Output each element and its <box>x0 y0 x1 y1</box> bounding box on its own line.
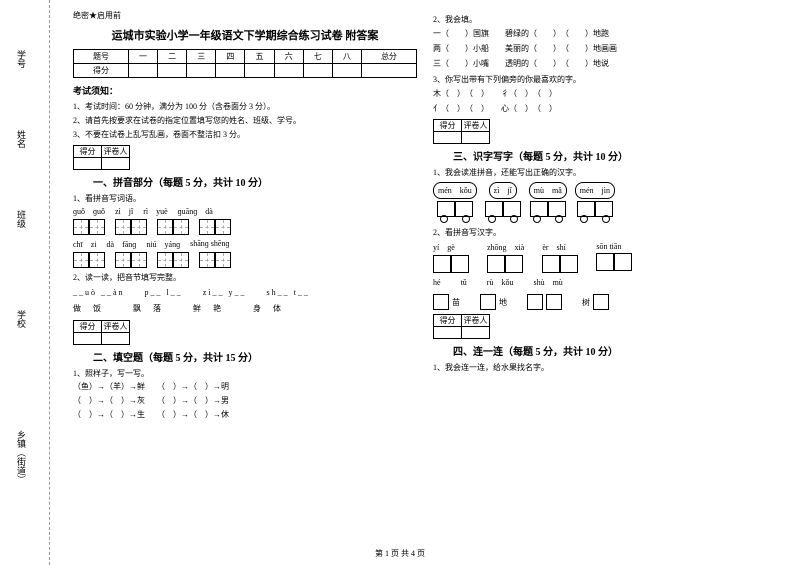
car-row: mén kǒu zì jǐ mù mǎ mén jìn <box>433 182 777 223</box>
score-mini-2: 得分评卷人 <box>73 320 130 345</box>
section-4-title: 四、连一连（每题 5 分，共计 10 分） <box>453 343 777 358</box>
score-table: 题号 一 二 三 四 五 六 七 八 总分 得分 <box>73 49 417 78</box>
binding-margin: 学号 姓名 班级 学校 乡镇（街道） <box>0 0 50 565</box>
score-mini-4: 得分评卷人 <box>433 314 490 339</box>
label-class: 班级 <box>15 210 28 228</box>
label-school: 学校 <box>15 310 28 328</box>
fill-row: 一（ ）国旗 碧绿的（ ） （ ）地跑 <box>433 28 777 40</box>
section-3-title: 三、识字写字（每题 5 分，共计 10 分） <box>453 148 777 163</box>
notice-item: 3、不要在试卷上乱写乱画，卷面不整洁扣 3 分。 <box>73 129 417 140</box>
analogy-row: （ ）→（ ）→生 （ ）→（ ）→休 <box>73 409 417 421</box>
q3-1-label: 1、我会读准拼音，还能写出正确的汉字。 <box>433 167 777 178</box>
section-2-title: 二、填空题（每题 5 分，共计 15 分） <box>93 349 417 364</box>
notice-title: 考试须知： <box>73 84 417 97</box>
q2-1-label: 1、照样子，写一写。 <box>73 368 417 379</box>
label-town: 乡镇（街道） <box>15 430 28 484</box>
fill-row: 两（ ）小船 美丽的（ ） （ ）地画画 <box>433 43 777 55</box>
label-student-id: 学号 <box>15 50 28 68</box>
score-mini-3: 得分评卷人 <box>433 119 490 144</box>
exam-title: 运城市实验小学一年级语文下学期综合练习试卷 附答案 <box>73 27 417 43</box>
score-mini: 得分评卷人 <box>73 145 130 170</box>
section-1-title: 一、拼音部分（每题 5 分，共计 10 分） <box>93 174 417 189</box>
notice-item: 1、考试时间：60 分钟，满分为 100 分（含卷面分 3 分）。 <box>73 101 417 112</box>
q2-label: 2、读一读，把音节填写完整。 <box>73 272 417 283</box>
td-score: 得分 <box>74 64 129 78</box>
q-r2-label: 3、你写出带有下列偏旁的你最喜欢的字。 <box>433 74 777 85</box>
radical-row: 木（ ） （ ） 彳（ ） （ ） <box>433 88 777 100</box>
confidential-tag: 绝密★启用前 <box>73 10 417 21</box>
q4-1-label: 1、我会连一连，给水果找名字。 <box>433 362 777 373</box>
analogy-row: （鱼）→（羊）→鲜 （ ）→（ ）→明 <box>73 381 417 393</box>
page-content: 绝密★启用前 运城市实验小学一年级语文下学期综合练习试卷 附答案 题号 一 二 … <box>50 0 800 565</box>
fill-syllables: __uò __àn p__ l__ zì__ y__ sh__ t__ <box>73 287 417 300</box>
q-r1-label: 2、我会填。 <box>433 14 777 25</box>
right-column: 2、我会填。 一（ ）国旗 碧绿的（ ） （ ）地跑 两（ ）小船 美丽的（ ）… <box>425 10 785 555</box>
notice-item: 2、请首先按要求在试卷的指定位置填写您的姓名、班级、学号。 <box>73 115 417 126</box>
radical-row: 亻（ ） （ ） 心（ ） （ ） <box>433 103 777 115</box>
fill-row: 三（ ）小嘴 透明的（ ） （ ）地说 <box>433 58 777 70</box>
th-num: 题号 <box>74 50 129 64</box>
fill-chars: 做 饭 飘 落 鲜 艳 身 体 <box>73 303 417 316</box>
q1-label: 1、看拼音写词语。 <box>73 193 417 204</box>
page-footer: 第 1 页 共 4 页 <box>0 548 800 559</box>
left-column: 绝密★启用前 运城市实验小学一年级语文下学期综合练习试卷 附答案 题号 一 二 … <box>65 10 425 555</box>
analogy-row: （ ）→（ ）→灰 （ ）→（ ）→男 <box>73 395 417 407</box>
label-name: 姓名 <box>15 130 28 148</box>
q3-2-label: 2、看拼音写汉字。 <box>433 227 777 238</box>
